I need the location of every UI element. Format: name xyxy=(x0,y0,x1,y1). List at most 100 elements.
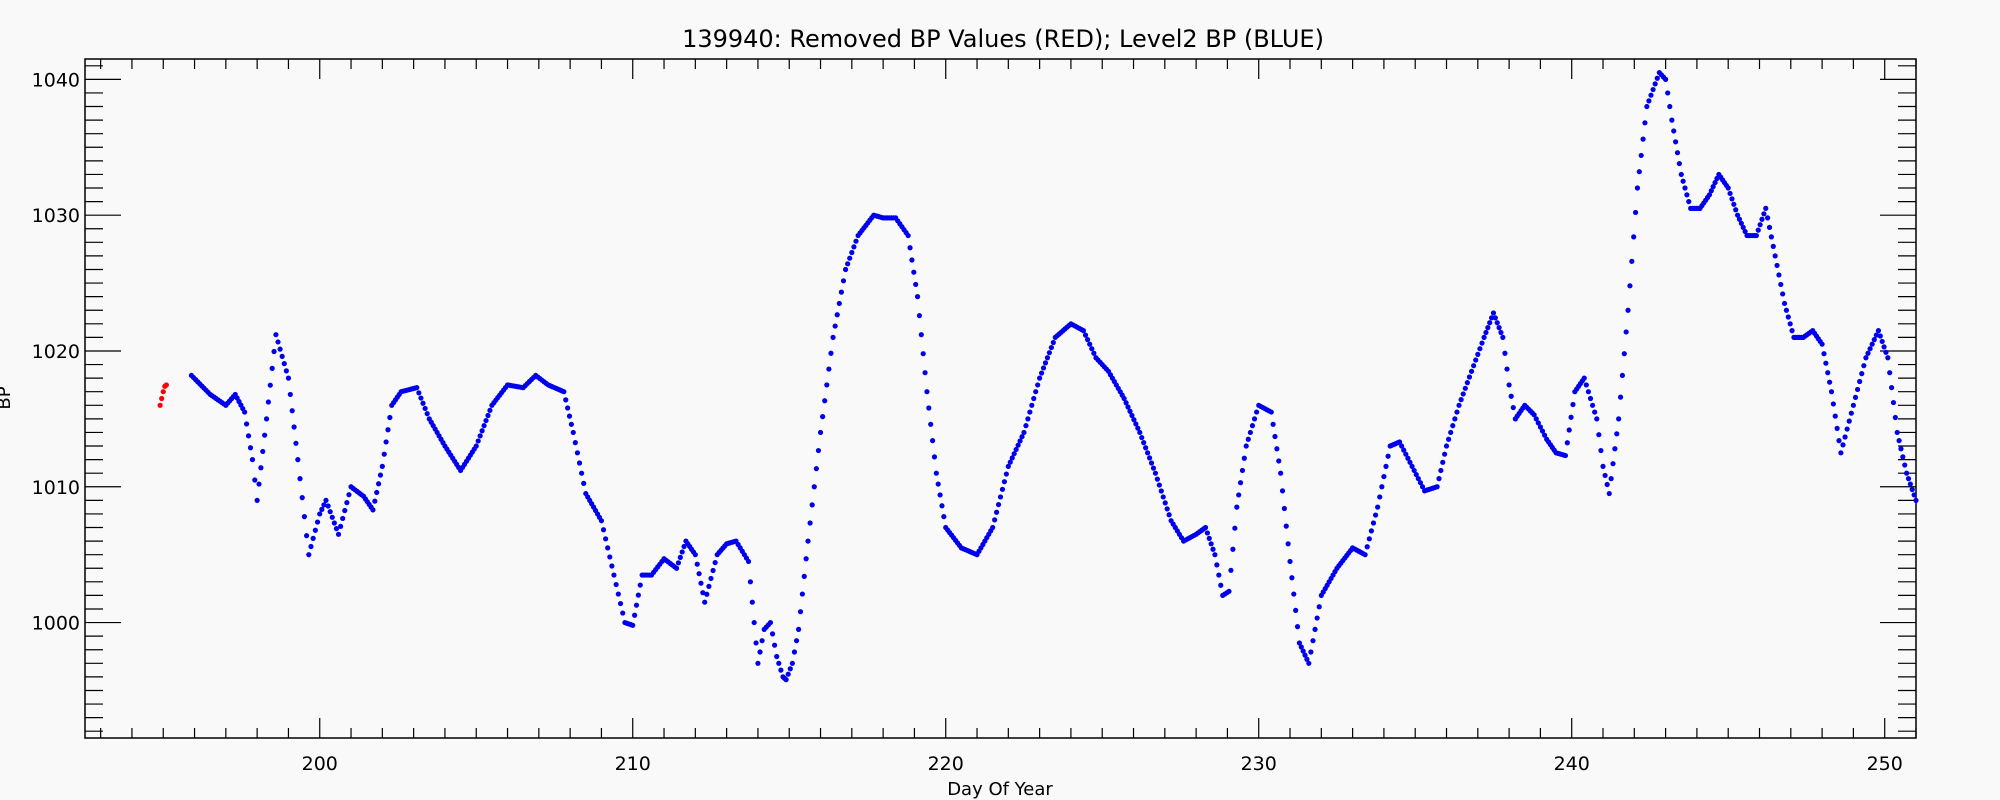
level2-bp-point xyxy=(1050,339,1056,346)
level2-bp-point xyxy=(1671,128,1677,134)
level2-bp-point xyxy=(1898,446,1904,452)
level2-bp-point xyxy=(310,535,316,541)
level2-bp-point xyxy=(1766,224,1773,230)
level2-bp-point xyxy=(1027,409,1033,415)
level2-bp-point xyxy=(605,545,611,551)
level2-bp-point xyxy=(1415,476,1421,482)
level2-bp-point xyxy=(1133,421,1139,427)
level2-bp-point xyxy=(1570,401,1576,408)
level2-bp-point xyxy=(1631,234,1637,240)
level2-bp-point xyxy=(1616,416,1622,422)
level2-bp-point xyxy=(344,500,350,506)
level2-bp-point xyxy=(321,502,327,508)
level2-bp-point xyxy=(615,591,621,597)
level2-bp-point xyxy=(1243,443,1249,449)
level2-bp-point xyxy=(485,412,491,419)
level2-bp-point xyxy=(853,238,859,244)
level2-bp-point xyxy=(1013,446,1019,453)
y-tick-label: 1000 xyxy=(32,613,80,635)
level2-bp-point xyxy=(757,649,763,655)
level2-bp-point xyxy=(1905,476,1912,482)
level2-bp-point xyxy=(708,575,714,582)
level2-bp-point xyxy=(1857,378,1863,385)
level2-bp-point xyxy=(1850,402,1856,408)
level2-bp-point xyxy=(913,281,919,288)
level2-bp-point xyxy=(832,323,838,329)
level2-bp-point xyxy=(842,266,849,273)
level2-bp-point xyxy=(935,481,941,487)
level2-bp-point xyxy=(1407,459,1413,465)
level2-bp-point xyxy=(273,332,279,338)
level2-bp-point xyxy=(568,421,574,427)
x-tick-label: 210 xyxy=(615,753,651,775)
level2-bp-point xyxy=(847,255,853,261)
level2-bp-point xyxy=(1310,638,1316,644)
level2-bp-point xyxy=(1089,346,1095,352)
level2-bp-point xyxy=(1298,644,1304,650)
x-tick-label: 230 xyxy=(1241,753,1277,775)
level2-bp-point xyxy=(1293,607,1299,613)
level2-bp-point xyxy=(1654,75,1660,81)
level2-bp-point xyxy=(776,660,782,666)
level2-bp-point xyxy=(304,533,310,539)
level2-bp-point xyxy=(1541,432,1548,438)
level2-bp-point xyxy=(905,232,911,239)
level2-bp-point xyxy=(291,424,297,430)
level2-bp-point xyxy=(1663,76,1669,82)
level2-bp-point xyxy=(1001,479,1008,485)
level2-bp-point xyxy=(1152,470,1159,476)
level2-bp-point xyxy=(928,421,934,427)
level2-bp-point xyxy=(1825,370,1831,376)
level2-bp-point xyxy=(1040,365,1047,371)
level2-bp-point xyxy=(242,409,248,415)
level2-bp-point xyxy=(1627,283,1633,289)
level2-bp-point xyxy=(1761,211,1767,217)
level2-bp-point xyxy=(1129,412,1135,419)
level2-bp-point xyxy=(809,502,815,508)
level2-bp-point xyxy=(694,561,700,567)
level2-bp-point xyxy=(929,438,936,444)
level2-bp-point xyxy=(1025,416,1031,422)
level2-bp-point xyxy=(1755,227,1761,233)
level2-bp-point xyxy=(911,269,917,275)
level2-bp-point xyxy=(1490,310,1497,316)
level2-bp-point xyxy=(1674,150,1681,156)
level2-bp-point xyxy=(1510,404,1516,411)
level2-bp-point xyxy=(1506,382,1512,388)
level2-bp-point xyxy=(1456,402,1462,408)
x-tick-label: 250 xyxy=(1867,753,1903,775)
level2-bp-point xyxy=(1650,86,1656,93)
level2-bp-point xyxy=(1673,139,1679,145)
level2-bp-point xyxy=(1236,492,1242,498)
level2-bp-point xyxy=(1665,90,1671,96)
level2-bp-point xyxy=(1272,433,1278,440)
level2-bp-point xyxy=(342,507,348,514)
level2-bp-point xyxy=(289,408,295,414)
level2-bp-point xyxy=(851,244,857,250)
level2-bp-point xyxy=(1251,416,1258,422)
x-tick-label: 220 xyxy=(928,753,964,775)
level2-bp-point xyxy=(1401,447,1407,453)
level2-bp-point xyxy=(772,642,778,648)
level2-bp-point xyxy=(287,391,293,398)
level2-bp-point xyxy=(327,509,333,515)
level2-bp-point xyxy=(1214,562,1220,568)
level2-bp-point xyxy=(609,563,615,569)
level2-bp-point xyxy=(1729,196,1735,202)
level2-bp-point xyxy=(598,518,605,524)
level2-bp-point xyxy=(813,466,819,472)
level2-bp-point xyxy=(1861,363,1867,369)
level2-bp-point xyxy=(1011,451,1017,457)
level2-bp-point xyxy=(381,451,387,457)
y-tick-label: 1020 xyxy=(32,341,80,363)
level2-bp-point xyxy=(600,527,607,533)
level2-bp-point xyxy=(260,448,266,455)
level2-bp-point xyxy=(1902,462,1908,468)
level2-bp-point xyxy=(1537,424,1544,430)
level2-bp-point xyxy=(999,486,1006,492)
level2-bp-point xyxy=(375,481,382,487)
level2-bp-point xyxy=(1913,497,1919,503)
level2-bp-point xyxy=(1477,346,1483,352)
level2-bp-point xyxy=(1460,391,1466,397)
level2-bp-point xyxy=(325,503,331,509)
